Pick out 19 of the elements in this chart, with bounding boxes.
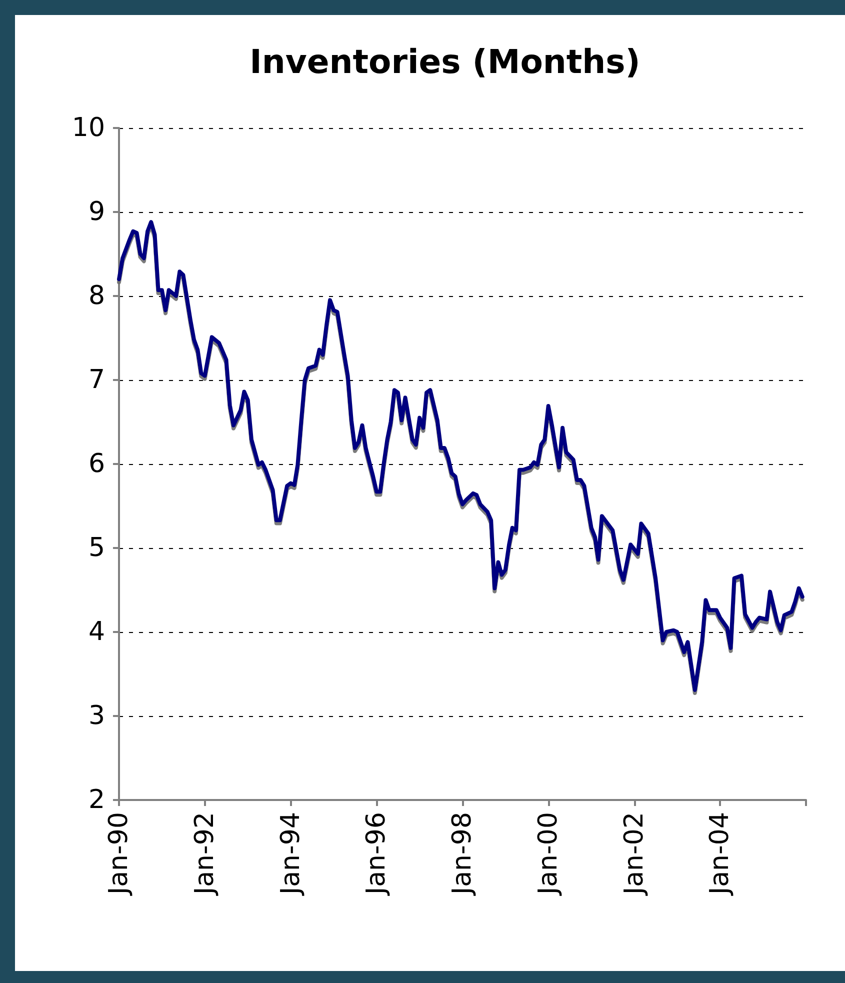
chart-title: Inventories (Months) — [250, 42, 640, 81]
y-tick-label: 9 — [88, 197, 105, 227]
x-tick-label: Jan-00 — [533, 812, 564, 897]
x-tick-label: Jan-96 — [362, 812, 392, 897]
y-tick-label: 4 — [88, 617, 105, 647]
x-tick-label: Jan-92 — [190, 812, 220, 897]
x-tick-label: Jan-90 — [104, 812, 134, 897]
x-tick-label: Jan-04 — [705, 812, 736, 897]
x-tick-label: Jan-98 — [448, 812, 478, 897]
y-tick-label: 6 — [88, 449, 105, 479]
x-tick-label: Jan-02 — [619, 812, 650, 897]
y-tick-label: 2 — [88, 785, 105, 815]
line-series — [117, 220, 804, 692]
x-tick-label: Jan-94 — [276, 812, 306, 897]
y-tick-label: 3 — [88, 701, 105, 731]
y-tick-label: 7 — [88, 365, 105, 395]
y-tick-label: 10 — [72, 113, 105, 143]
y-tick-label: 5 — [88, 533, 105, 563]
y-tick-label: 8 — [88, 281, 105, 311]
